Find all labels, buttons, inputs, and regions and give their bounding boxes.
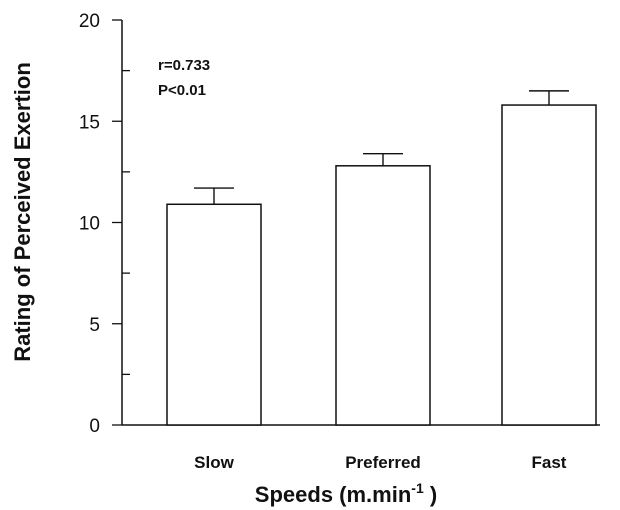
y-tick-label: 0 (89, 416, 100, 437)
category-labels: Slow Preferred Fast (194, 453, 567, 472)
bar-fast (501, 104, 597, 426)
p-value-annotation: P<0.01 (158, 82, 206, 99)
y-tick-label: 15 (79, 112, 100, 133)
x-axis-title-end: ) (424, 482, 437, 507)
y-tick-label: 5 (89, 315, 100, 336)
y-axis: 0 5 10 15 20 (79, 11, 130, 437)
x-axis-title-superscript: -1 (411, 480, 424, 496)
x-axis-title-main: Speeds (m.min (255, 482, 411, 507)
y-ticks: 0 5 10 15 20 (79, 11, 130, 437)
correlation-annotation: r=0.733 (158, 57, 210, 74)
y-axis-title: Rating of Perceived Exertion (10, 62, 35, 362)
x-axis-title: Speeds (m.min-1 ) (255, 480, 437, 507)
y-tick-label: 20 (79, 11, 100, 32)
bar-slow (166, 203, 262, 426)
x-tick-label-slow: Slow (194, 453, 234, 472)
bars (166, 90, 597, 426)
x-tick-label-fast: Fast (532, 453, 567, 472)
y-tick-label: 10 (79, 214, 100, 235)
bar-preferred (335, 165, 431, 426)
x-tick-label-preferred: Preferred (345, 453, 421, 472)
